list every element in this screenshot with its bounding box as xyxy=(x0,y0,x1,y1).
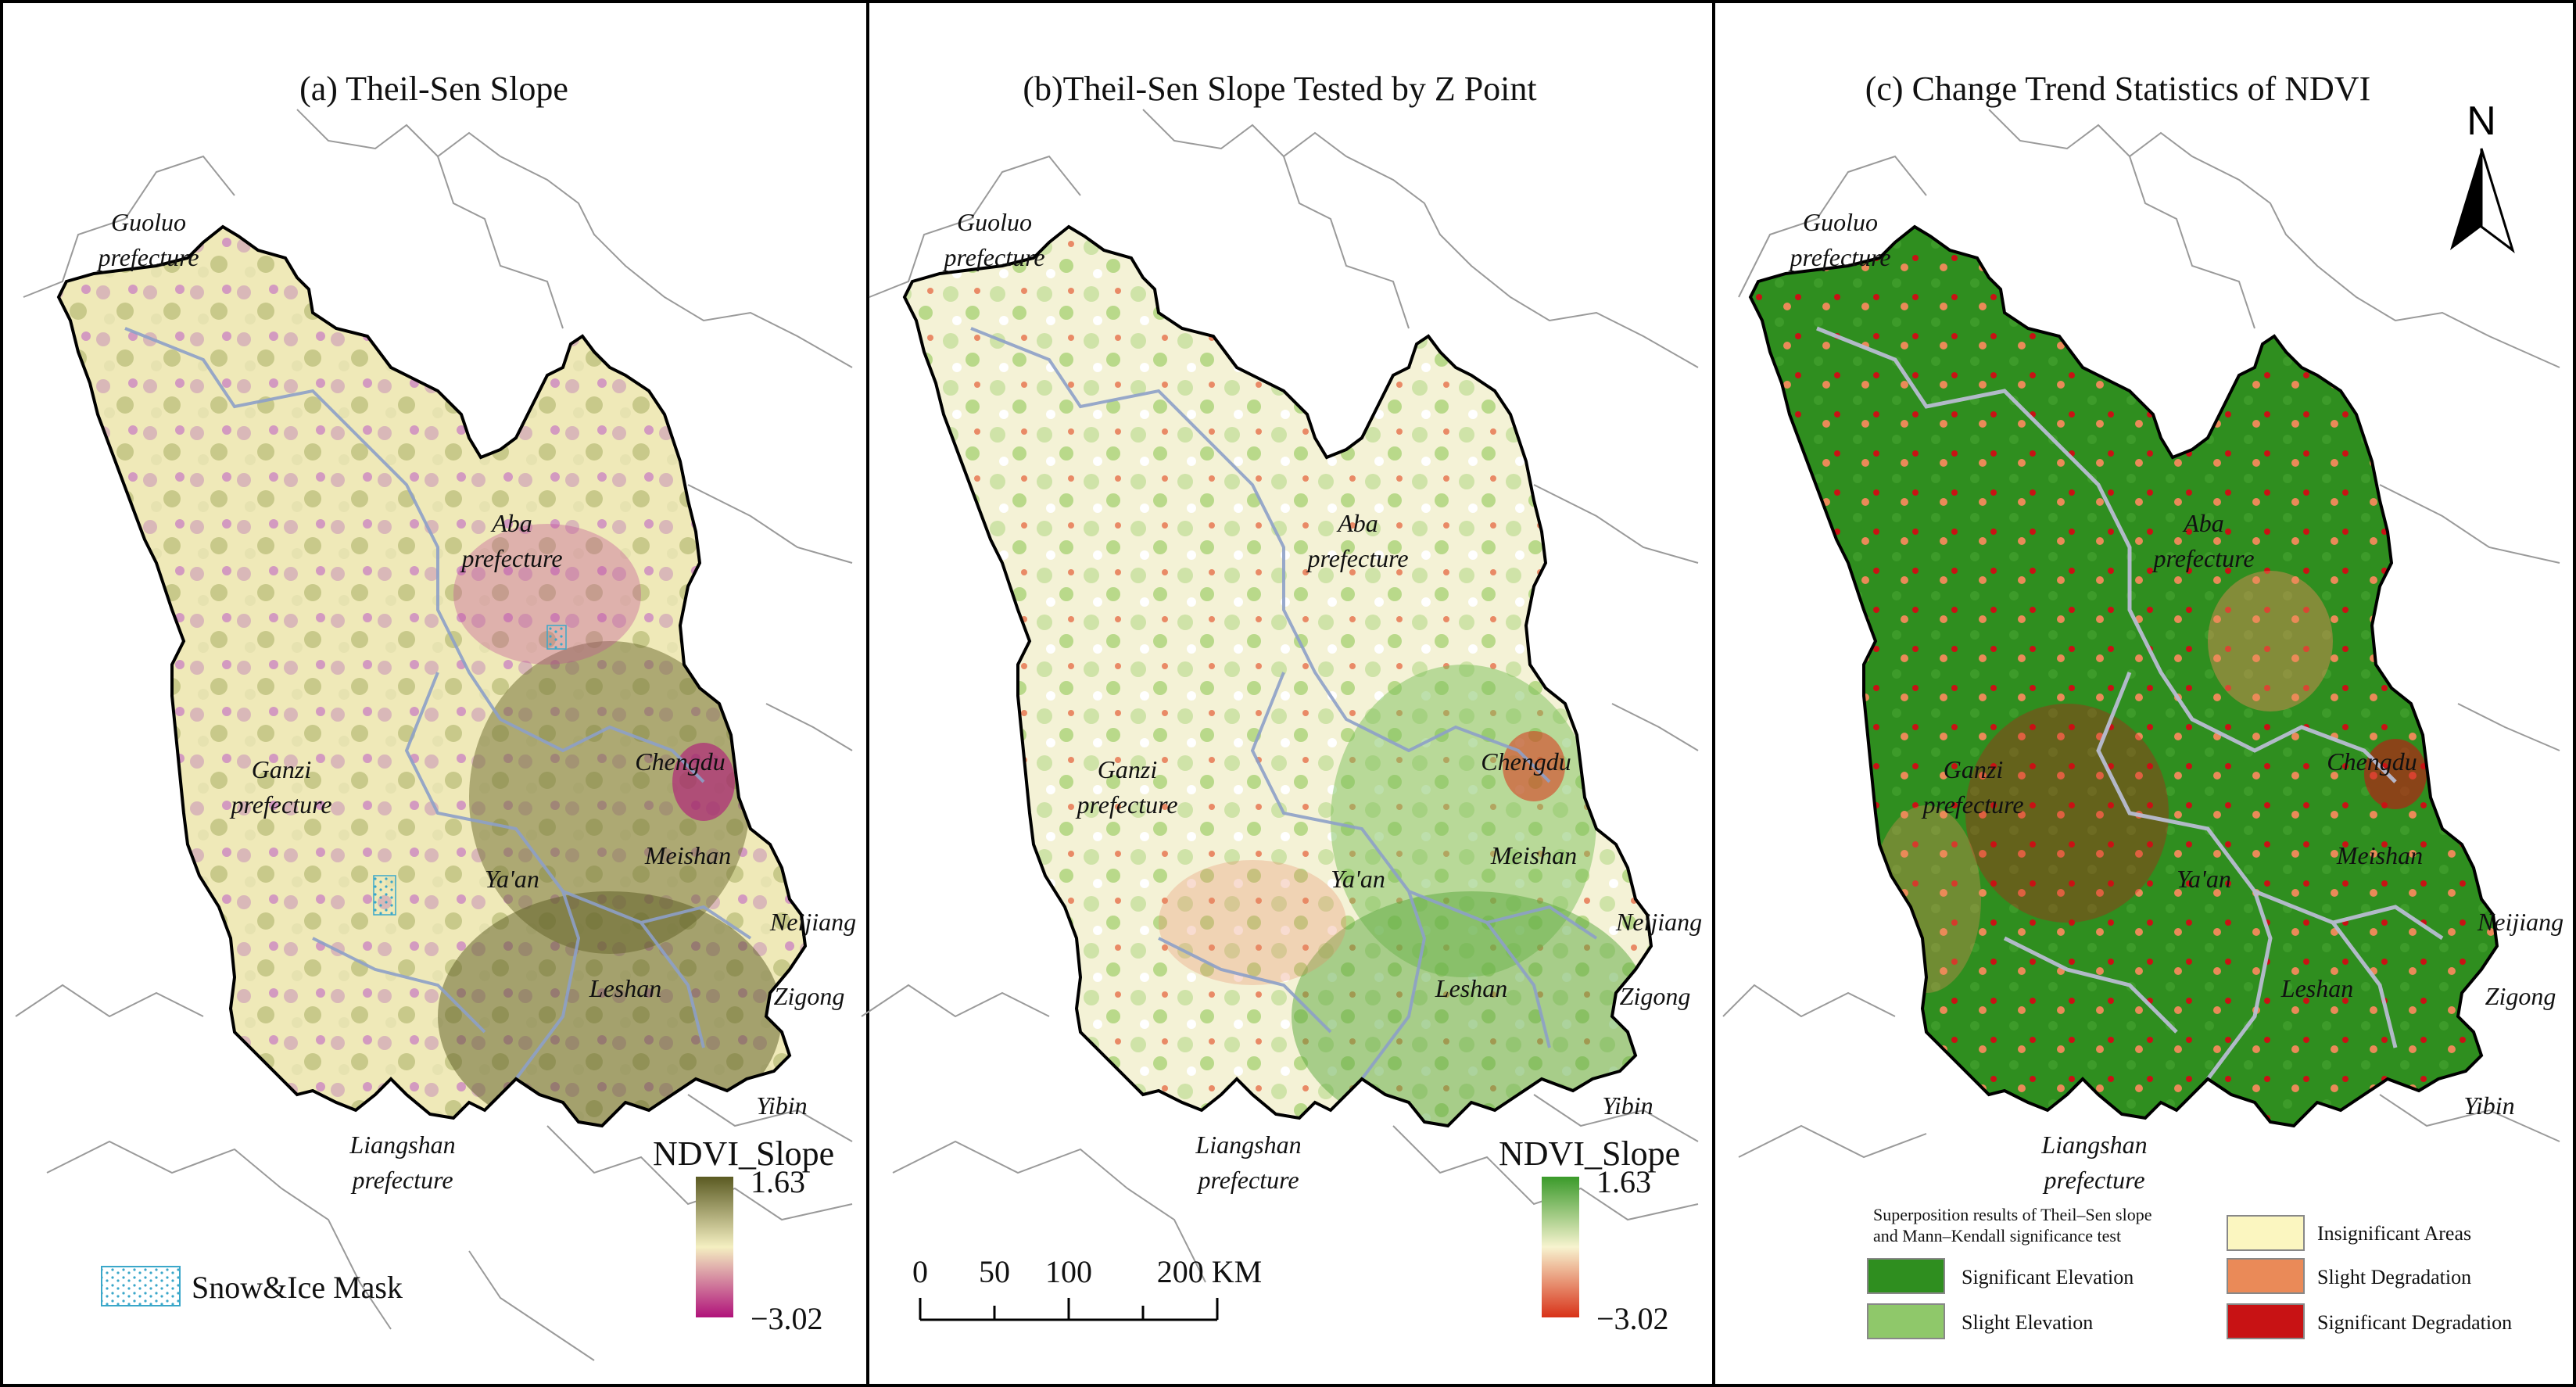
place-label-ganzi-sub: prefecture xyxy=(1075,790,1177,819)
legend-label-insignificant-areas: Insignificant Areas xyxy=(2317,1222,2471,1245)
place-label-neijiang: Neijiang xyxy=(2477,908,2563,936)
scale-label-200: 200 KM xyxy=(1157,1254,1262,1289)
legend-min: −3.02 xyxy=(751,1301,823,1336)
place-label-liangshan-sub: prefecture xyxy=(2042,1166,2144,1194)
panel-b: (b)Theil-Sen Slope Tested by Z Point Guo… xyxy=(861,70,1702,1336)
north-arrow-label: N xyxy=(2467,99,2496,144)
place-label-guoluo: Guoluo xyxy=(1803,208,1878,236)
place-label-aba-sub: prefecture xyxy=(1306,544,1408,572)
panel-title: (b)Theil-Sen Slope Tested by Z Point xyxy=(1023,70,1536,108)
scale-bar: 0 50 100 200 KM xyxy=(912,1254,1262,1321)
place-label-meishan: Meishan xyxy=(644,841,731,869)
place-label-aba: Aba xyxy=(490,509,532,537)
snow-patch xyxy=(373,875,396,916)
place-label-leshan: Leshan xyxy=(589,974,661,1002)
legend-label-slight-elevation: Slight Elevation xyxy=(1962,1311,2093,1334)
legend-color-ramp xyxy=(696,1177,733,1317)
legend-swatch-slight-degradation xyxy=(2227,1258,2305,1294)
place-label-guoluo-sub: prefecture xyxy=(1788,243,1890,271)
internal-boundaries xyxy=(124,327,752,1081)
legend-max: 1.63 xyxy=(1596,1164,1651,1199)
panel-c: (c) Change Trend Statistics of NDVI N Gu… xyxy=(1722,70,2563,1339)
place-label-guoluo: Guoluo xyxy=(957,208,1032,236)
scale-label-100: 100 xyxy=(1045,1254,1092,1289)
place-label-guoluo-sub: prefecture xyxy=(96,243,199,271)
scale-label-50: 50 xyxy=(979,1254,1010,1289)
panel-title: (c) Change Trend Statistics of NDVI xyxy=(1865,70,2371,108)
legend-swatch-significant-elevation xyxy=(1867,1258,1945,1294)
place-label-yibin: Yibin xyxy=(1602,1091,1653,1120)
place-label-aba: Aba xyxy=(1336,509,1378,537)
place-label-ganzi-sub: prefecture xyxy=(1921,790,2023,819)
legend-label-significant-elevation: Significant Elevation xyxy=(1962,1266,2134,1288)
trend-legend: Superposition results of Theil–Sen slope… xyxy=(1867,1205,2512,1339)
internal-boundaries xyxy=(970,327,1598,1081)
legend-label-slight-degradation: Slight Degradation xyxy=(2317,1266,2471,1288)
legend-max: 1.63 xyxy=(751,1164,805,1199)
snow-ice-legend-label: Snow&Ice Mask xyxy=(192,1270,403,1305)
place-label-chengdu: Chengdu xyxy=(635,747,726,776)
place-label-guoluo-sub: prefecture xyxy=(942,243,1044,271)
internal-boundaries xyxy=(1816,326,2444,1081)
place-label-guoluo: Guoluo xyxy=(111,208,186,236)
legend-swatch-slight-elevation xyxy=(1867,1303,1945,1339)
place-label-neijiang: Neijiang xyxy=(769,908,856,936)
place-label-meishan: Meishan xyxy=(1490,841,1577,869)
scale-label-0: 0 xyxy=(912,1254,928,1289)
place-label-ganzi-sub: prefecture xyxy=(229,790,331,819)
place-label-chengdu: Chengdu xyxy=(2327,747,2417,776)
place-label-ganzi: Ganzi xyxy=(1944,755,2003,783)
place-label-liangshan: Liangshan xyxy=(349,1131,455,1159)
legend-label-significant-degradation: Significant Degradation xyxy=(2317,1311,2512,1334)
north-arrow: N xyxy=(2450,99,2515,253)
place-label-liangshan-sub: prefecture xyxy=(350,1166,453,1194)
legend-swatch-significant-degradation xyxy=(2227,1303,2305,1339)
place-label-meishan: Meishan xyxy=(2336,841,2423,869)
place-label-liangshan-sub: prefecture xyxy=(1196,1166,1299,1194)
place-label-neijiang: Neijiang xyxy=(1615,908,1702,936)
place-label-yaan: Ya'an xyxy=(1331,865,1385,893)
admin-boundaries-background xyxy=(15,109,853,1361)
place-label-aba: Aba xyxy=(2182,509,2224,537)
panel-title: (a) Theil-Sen Slope xyxy=(299,70,568,108)
place-label-yaan: Ya'an xyxy=(2177,865,2231,893)
legend-title: NDVI_Slope xyxy=(1499,1134,1680,1173)
north-arrow-icon xyxy=(2450,149,2481,250)
snow-ice-legend-swatch xyxy=(101,1266,181,1306)
legend-min: −3.02 xyxy=(1596,1301,1669,1336)
admin-boundaries-background xyxy=(1722,109,2560,1159)
place-label-ganzi: Ganzi xyxy=(1098,755,1157,783)
snow-patch xyxy=(546,625,567,650)
place-label-yibin: Yibin xyxy=(2463,1091,2514,1120)
place-label-yaan: Ya'an xyxy=(485,865,539,893)
place-label-leshan: Leshan xyxy=(2280,974,2353,1002)
legend-swatch-insignificant-areas xyxy=(2227,1215,2305,1251)
place-label-aba-sub: prefecture xyxy=(2151,544,2254,572)
legend-title: NDVI_Slope xyxy=(653,1134,834,1173)
legend-color-ramp xyxy=(1542,1177,1579,1317)
place-label-aba-sub: prefecture xyxy=(460,544,562,572)
place-label-yibin: Yibin xyxy=(756,1091,807,1120)
admin-boundaries-background xyxy=(861,109,1699,1283)
place-label-ganzi: Ganzi xyxy=(252,755,311,783)
place-label-liangshan: Liangshan xyxy=(2040,1131,2147,1159)
trend-legend-title-2: and Mann–Kendall significance test xyxy=(1873,1226,2121,1245)
trend-legend-title-1: Superposition results of Theil–Sen slope xyxy=(1873,1205,2151,1224)
place-label-leshan: Leshan xyxy=(1435,974,1507,1002)
place-label-zigong: Zigong xyxy=(774,982,845,1010)
place-label-chengdu: Chengdu xyxy=(1481,747,1571,776)
place-label-zigong: Zigong xyxy=(1620,982,1691,1010)
panel-a: (a) Theil-Sen Slope Guoluo prefecture Ab… xyxy=(15,70,856,1361)
place-label-zigong: Zigong xyxy=(2485,982,2556,1010)
place-label-liangshan: Liangshan xyxy=(1195,1131,1301,1159)
